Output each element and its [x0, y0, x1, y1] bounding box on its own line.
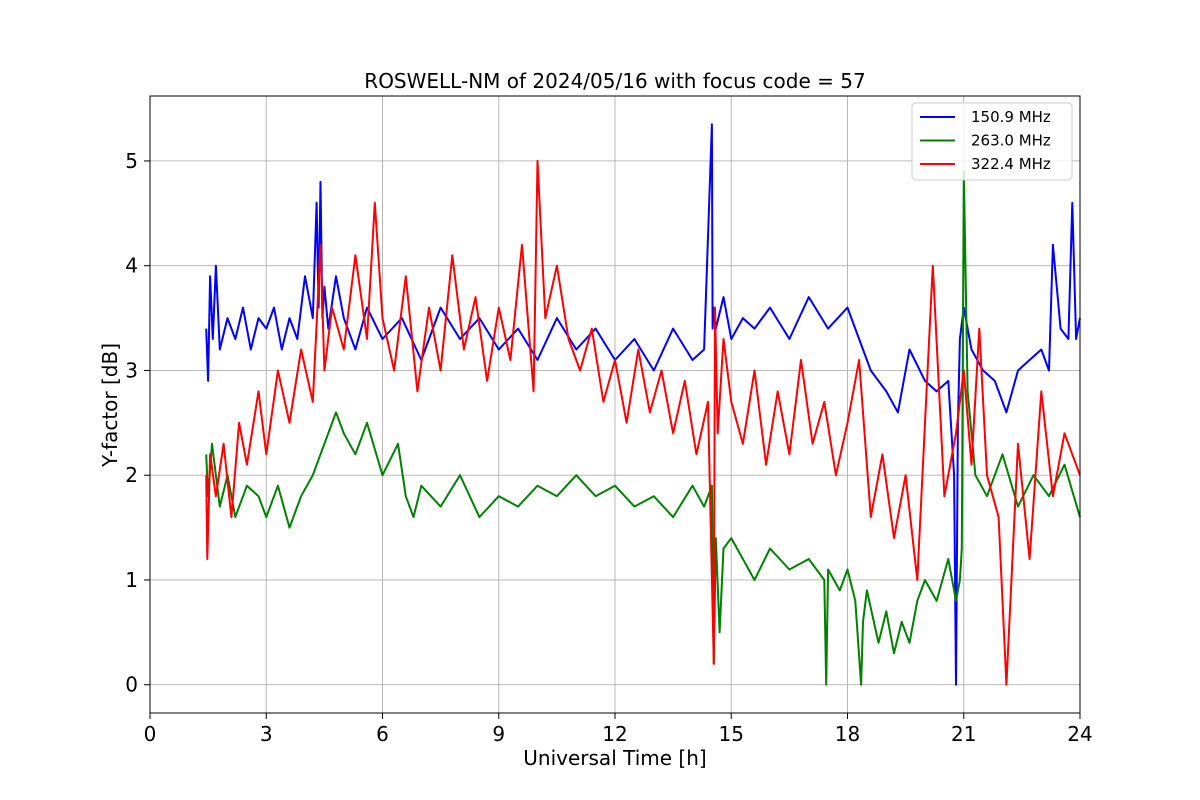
y-tick-label: 5 — [125, 149, 138, 173]
x-tick-label: 18 — [835, 722, 860, 746]
y-tick-label: 4 — [125, 254, 138, 278]
y-axis-label: Y-factor [dB] — [98, 343, 122, 468]
x-tick-label: 21 — [951, 722, 976, 746]
x-tick-label: 12 — [602, 722, 627, 746]
y-tick-label: 0 — [125, 673, 138, 697]
series-line-3 — [205, 159, 1081, 686]
x-tick-label: 24 — [1067, 722, 1092, 746]
x-tick-label: 3 — [260, 722, 273, 746]
legend-label: 322.4 MHz — [971, 155, 1051, 173]
legend-label: 263.0 MHz — [971, 132, 1051, 150]
x-tick-label: 9 — [492, 722, 505, 746]
x-tick-label: 0 — [144, 722, 157, 746]
x-tick-label: 15 — [719, 722, 744, 746]
plot-lines — [205, 123, 1081, 686]
legend-box — [911, 102, 1073, 181]
legend: 150.9 MHz 263.0 MHz 322.4 MHz — [911, 102, 1073, 181]
y-tick-label: 1 — [125, 568, 138, 592]
legend-label: 150.9 MHz — [971, 108, 1051, 126]
y-tick-label: 2 — [125, 463, 138, 487]
chart-title: ROSWELL-NM of 2024/05/16 with focus code… — [364, 69, 865, 93]
x-axis-label: Universal Time [h] — [523, 746, 706, 770]
y-tick-label: 3 — [125, 358, 138, 382]
x-tick-label: 6 — [376, 722, 389, 746]
